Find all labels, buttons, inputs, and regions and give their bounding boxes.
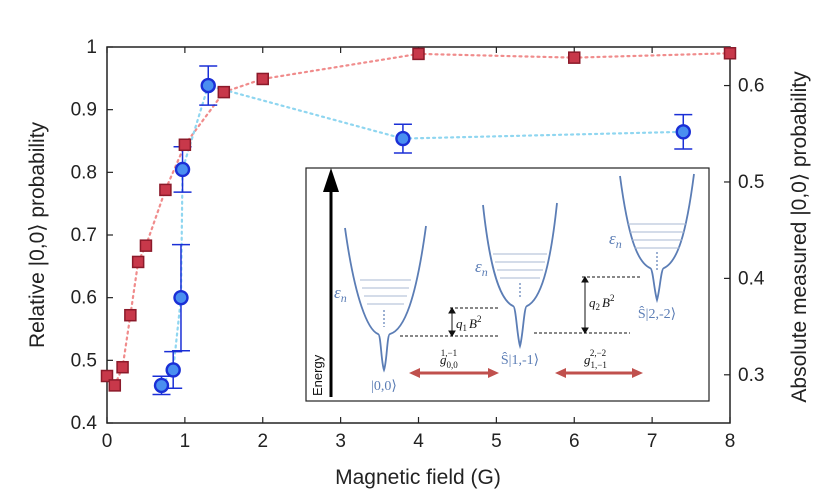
data-marks: [100, 47, 737, 394]
square-point: [108, 379, 122, 392]
gap-marker-2: [534, 276, 640, 334]
potential-well-2: [482, 202, 558, 350]
square-point: [159, 183, 172, 197]
y-tick-label-right: 0.3: [738, 365, 764, 386]
coupling-label-1: g0,01,−1: [440, 348, 458, 370]
state-label-1: |0,0⟩: [371, 379, 397, 394]
state-label-2: Ŝ|1,-1⟩: [501, 351, 539, 368]
error-bars: [152, 65, 693, 396]
square-point: [131, 255, 145, 269]
x-tick-label: 3: [335, 431, 346, 452]
y-tick-label-left: 0.5: [71, 350, 97, 371]
y-tick-label-left: 0.9: [71, 100, 97, 121]
inset-diagram: Energy: [305, 167, 710, 402]
eps-label-3: εn: [609, 229, 622, 251]
eps-label-2: εn: [475, 257, 488, 279]
square-point: [178, 138, 192, 152]
gap-label-2: q2 B2: [589, 293, 614, 312]
y-axis-left-label: Relative |0,0⟩ probability: [26, 121, 49, 348]
square-point: [116, 360, 129, 374]
coupling-arrow-2: [555, 368, 643, 378]
square-point: [124, 308, 137, 322]
gap-label-1: q1 B2: [456, 314, 481, 333]
state-label-3: Ŝ|2,-2⟩: [638, 305, 676, 322]
eps-label-1: εn: [334, 283, 347, 305]
coupling-label-2: g1,−12,−2: [584, 348, 607, 370]
y-tick-label-right: 0.6: [738, 76, 764, 97]
square-point: [217, 85, 231, 99]
square-point: [256, 72, 269, 86]
potential-well-3: [619, 173, 695, 304]
axis-ticks: 0 1 2 3 4 5 6 7 8 0.4 0.5 0.6 0.7 0.8 0.9 1 0.3 0.4 0.5 0.6: [71, 37, 765, 452]
square-point: [139, 239, 153, 252]
square-point: [568, 51, 581, 64]
x-tick-label: 6: [569, 431, 580, 452]
square-point: [100, 369, 114, 383]
energy-label: Energy: [310, 354, 325, 396]
energy-arrow-head: [323, 168, 339, 192]
x-tick-label: 0: [102, 431, 113, 452]
y-tick-label-left: 1: [86, 37, 97, 58]
circle-point: [173, 289, 189, 306]
circle-point: [395, 130, 411, 147]
square-point: [412, 47, 425, 61]
x-tick-label: 4: [413, 431, 424, 452]
x-tick-label: 5: [491, 431, 502, 452]
circle-point: [174, 161, 191, 178]
y-tick-label-right: 0.5: [738, 172, 764, 193]
circle-point: [675, 124, 691, 140]
x-tick-label: 7: [647, 431, 658, 452]
y-tick-label-left: 0.4: [71, 413, 98, 434]
inset-frame: [305, 167, 710, 402]
x-tick-label: 2: [257, 431, 268, 452]
circle-point: [200, 77, 216, 94]
coupling-arrow-1: [409, 368, 499, 378]
y-tick-label-right: 0.4: [738, 268, 765, 289]
gap-marker-1: [400, 307, 498, 337]
x-tick-label: 8: [725, 431, 736, 452]
y-tick-label-left: 0.7: [71, 225, 97, 246]
x-tick-label: 1: [180, 431, 191, 452]
y-tick-label-left: 0.6: [71, 288, 97, 309]
potential-well-1: [344, 225, 427, 373]
circle-point: [165, 362, 181, 378]
square-point: [723, 47, 737, 60]
y-axis-right-label: Absolute measured |0,0⟩ probability: [788, 71, 811, 403]
x-axis-label: Magnetic field (G): [335, 466, 501, 489]
circle-point: [153, 377, 170, 394]
y-tick-label-left: 0.8: [71, 162, 97, 183]
